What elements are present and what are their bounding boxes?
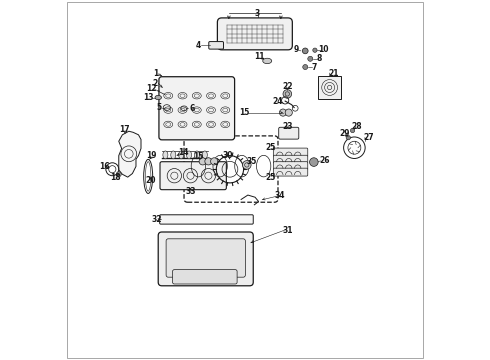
Text: 30: 30: [222, 151, 233, 160]
Ellipse shape: [171, 151, 176, 159]
Text: 8: 8: [317, 54, 322, 63]
Polygon shape: [119, 131, 141, 177]
Text: 1: 1: [153, 69, 158, 78]
Circle shape: [313, 48, 317, 52]
Circle shape: [283, 90, 292, 98]
Circle shape: [279, 109, 287, 116]
Text: 16: 16: [99, 162, 110, 171]
Circle shape: [310, 158, 318, 166]
FancyBboxPatch shape: [158, 232, 253, 286]
Text: 3: 3: [255, 9, 260, 18]
Ellipse shape: [263, 58, 272, 64]
FancyBboxPatch shape: [159, 77, 235, 140]
Circle shape: [116, 172, 122, 177]
Text: 5: 5: [156, 103, 162, 112]
Text: 26: 26: [319, 156, 330, 165]
Text: 13: 13: [144, 93, 154, 102]
Text: 20: 20: [146, 176, 156, 185]
Text: 25: 25: [265, 173, 275, 182]
Circle shape: [199, 158, 206, 165]
Ellipse shape: [163, 151, 168, 159]
Circle shape: [302, 48, 308, 54]
Circle shape: [285, 109, 293, 116]
Circle shape: [346, 135, 350, 140]
Text: 14: 14: [178, 148, 189, 157]
Circle shape: [350, 129, 355, 133]
Text: 21: 21: [329, 69, 339, 78]
Text: 24: 24: [273, 97, 283, 106]
FancyBboxPatch shape: [273, 168, 308, 176]
Text: 11: 11: [254, 52, 265, 61]
FancyBboxPatch shape: [209, 41, 223, 49]
Text: 6: 6: [189, 104, 195, 113]
Text: 19: 19: [146, 151, 156, 160]
Ellipse shape: [179, 151, 184, 159]
Text: 22: 22: [282, 82, 293, 91]
Circle shape: [303, 64, 308, 69]
Text: 28: 28: [351, 122, 362, 131]
Text: 27: 27: [364, 133, 374, 142]
FancyBboxPatch shape: [218, 18, 293, 50]
FancyBboxPatch shape: [279, 127, 299, 139]
Text: 17: 17: [120, 125, 130, 134]
Ellipse shape: [195, 151, 199, 159]
Text: 15: 15: [193, 152, 203, 161]
Text: 33: 33: [185, 187, 196, 196]
Text: 31: 31: [282, 226, 293, 235]
FancyBboxPatch shape: [273, 148, 308, 157]
FancyBboxPatch shape: [172, 270, 237, 284]
FancyBboxPatch shape: [273, 155, 308, 163]
Ellipse shape: [155, 95, 161, 100]
Text: 4: 4: [196, 41, 201, 50]
FancyBboxPatch shape: [273, 162, 308, 170]
Text: 32: 32: [152, 215, 162, 224]
Circle shape: [243, 161, 251, 169]
Text: 35: 35: [247, 157, 257, 166]
Text: 2: 2: [153, 79, 158, 88]
Text: 18: 18: [111, 173, 121, 182]
Circle shape: [211, 158, 218, 165]
Text: 7: 7: [312, 63, 317, 72]
FancyBboxPatch shape: [166, 239, 245, 277]
Text: 25: 25: [265, 143, 275, 152]
Circle shape: [205, 158, 212, 165]
Ellipse shape: [187, 151, 192, 159]
Text: 10: 10: [318, 45, 329, 54]
Text: 12: 12: [146, 84, 156, 93]
Text: 15: 15: [239, 108, 249, 117]
FancyBboxPatch shape: [160, 215, 253, 224]
Text: 34: 34: [275, 190, 285, 199]
Text: 9: 9: [294, 45, 299, 54]
Circle shape: [308, 56, 313, 61]
Ellipse shape: [202, 151, 207, 159]
Text: 29: 29: [340, 129, 350, 138]
FancyBboxPatch shape: [318, 76, 342, 99]
Text: 23: 23: [282, 122, 293, 131]
FancyBboxPatch shape: [160, 162, 226, 190]
